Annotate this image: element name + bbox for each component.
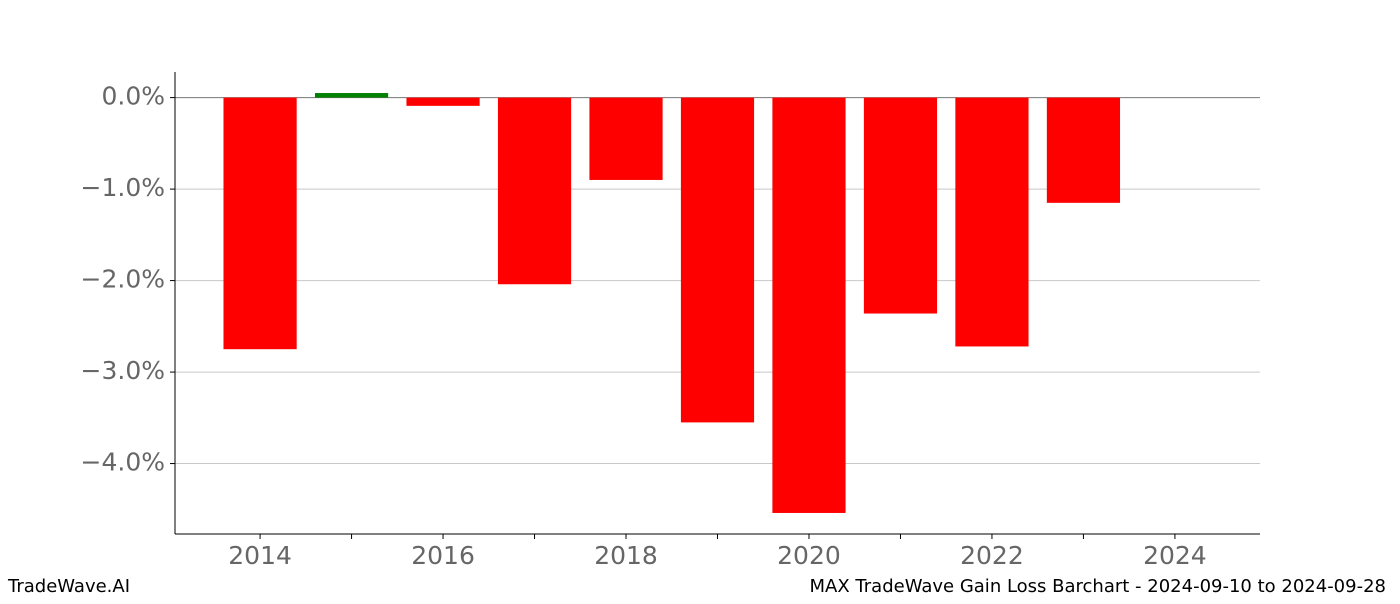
- bar: [223, 97, 297, 350]
- bar: [406, 97, 480, 106]
- x-tick-label: 2016: [411, 541, 475, 570]
- bar: [497, 97, 572, 285]
- y-tick-label: −4.0%: [81, 448, 165, 477]
- bar: [589, 97, 663, 180]
- y-tick-label: 0.0%: [101, 82, 165, 111]
- y-tick-label: −2.0%: [81, 265, 165, 294]
- x-tick-label: 2014: [228, 541, 292, 570]
- bar: [314, 93, 389, 98]
- bar: [955, 97, 1029, 347]
- bar: [680, 97, 755, 423]
- x-tick-label: 2020: [777, 541, 841, 570]
- y-tick-label: −1.0%: [81, 173, 165, 202]
- x-tick-label: 2022: [960, 541, 1024, 570]
- x-tick-label: 2018: [594, 541, 658, 570]
- footer-brand: TradeWave.AI: [7, 576, 130, 597]
- x-tick-label: 2024: [1143, 541, 1207, 570]
- bar: [1046, 97, 1121, 203]
- bar: [863, 97, 938, 314]
- footer-caption: MAX TradeWave Gain Loss Barchart - 2024-…: [810, 576, 1386, 597]
- bar: [772, 97, 846, 513]
- y-tick-label: −3.0%: [81, 356, 165, 385]
